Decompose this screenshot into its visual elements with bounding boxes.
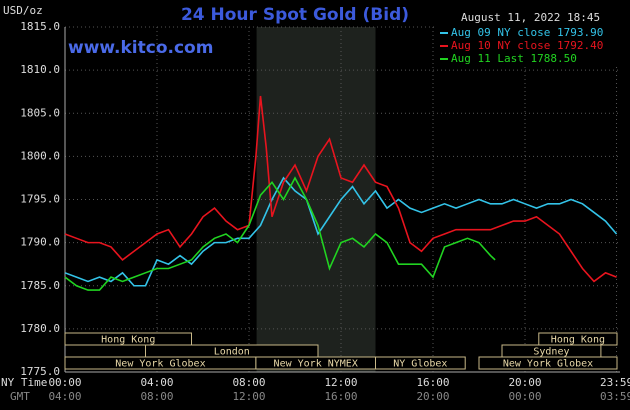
y-tick-label: 1815.0 [20,20,60,33]
timestamp: August 11, 2022 18:45 [461,11,600,24]
x-tick-label: 00:00 [48,376,81,389]
gmt-tick-label: 12:00 [232,390,265,403]
session-bar [64,332,192,346]
series-line [64,95,617,283]
y-tick-label: 1810.0 [20,63,60,76]
x-tick-label: 04:00 [140,376,173,389]
y-tick-label: 1790.0 [20,236,60,249]
y-axis-label: USD/oz [3,4,43,17]
gmt-tick-label: 16:00 [324,390,357,403]
session-label: New York Globex [115,359,205,370]
x-tick-label: 20:00 [508,376,541,389]
session-bar [375,356,466,370]
legend-box [436,26,620,66]
series-line [64,176,618,287]
session-bar [478,356,618,370]
legend-label: Aug 09 NY close 1793.90 [451,26,603,39]
x-tick-label: 23:59 [600,376,630,389]
y-tick-label: 1805.0 [20,106,60,119]
gmt-tick-label: 08:00 [140,390,173,403]
session-label: Sydney [533,347,569,358]
legend-label: Aug 10 NY close 1792.40 [451,39,603,52]
x-row-label: NY Time [1,376,47,389]
gmt-tick-label: 00:00 [508,390,541,403]
x-row-label: GMT [10,390,30,403]
session-label: NY Globex [393,359,447,370]
session-label: Hong Kong [551,335,605,346]
session-label: Hong Kong [101,335,155,346]
y-tick-label: 1785.0 [20,279,60,292]
session-label: London [214,347,250,358]
session-label: New York NYMEX [274,359,358,370]
legend-label: Aug 11 Last 1788.50 [451,52,577,65]
y-tick-label: 1800.0 [20,149,60,162]
x-tick-label: 12:00 [324,376,357,389]
y-tick-label: 1795.0 [20,193,60,206]
y-tick-label: 1780.0 [20,322,60,335]
shaded-range [256,27,376,372]
session-label: New York Globex [503,359,593,370]
gmt-tick-label: 03:59 [600,390,630,403]
watermark: www.kitco.com [68,38,213,58]
gmt-tick-label: 04:00 [48,390,81,403]
x-tick-label: 08:00 [232,376,265,389]
gmt-tick-label: 20:00 [416,390,449,403]
y-tick-label: 1775.0 [20,365,60,378]
x-tick-label: 16:00 [416,376,449,389]
series-line [64,176,496,291]
chart-title: 24 Hour Spot Gold (Bid) [181,5,409,25]
